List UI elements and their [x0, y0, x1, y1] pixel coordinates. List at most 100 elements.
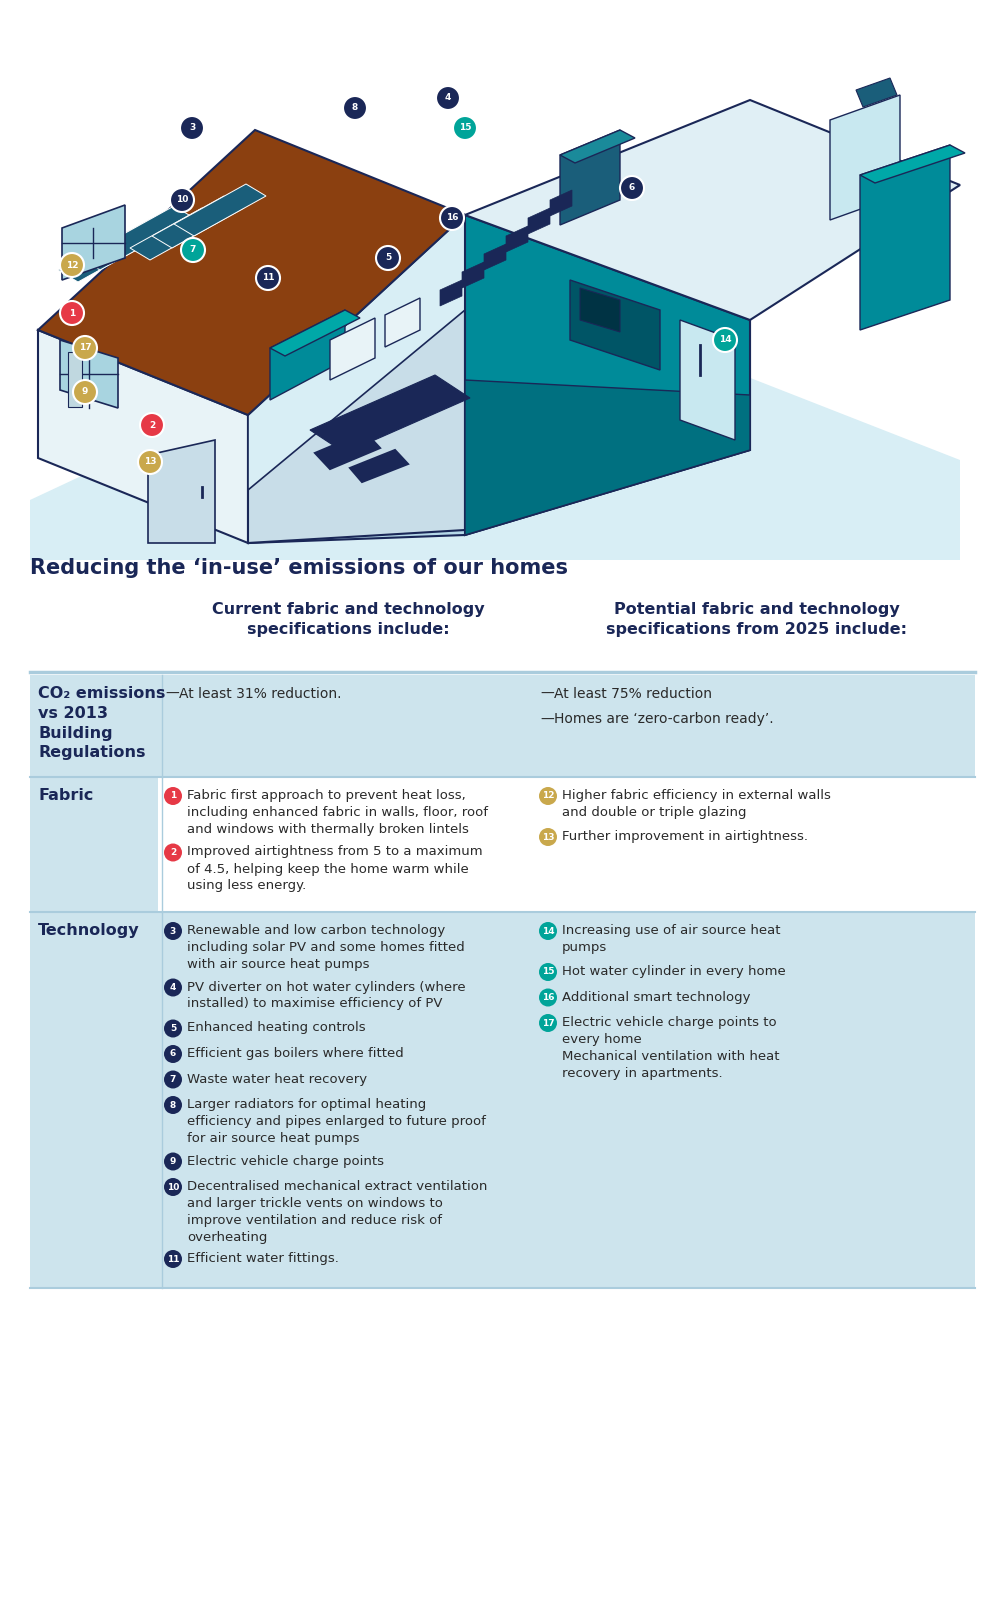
- Text: 4: 4: [170, 982, 176, 992]
- Text: 2: 2: [170, 848, 176, 857]
- Text: 10: 10: [167, 1182, 179, 1192]
- Polygon shape: [860, 145, 950, 331]
- Text: 6: 6: [629, 184, 635, 192]
- Polygon shape: [30, 281, 960, 560]
- Text: —: —: [165, 687, 179, 702]
- Circle shape: [539, 1015, 557, 1032]
- FancyBboxPatch shape: [30, 674, 158, 777]
- Text: Efficient gas boilers where fitted: Efficient gas boilers where fitted: [187, 1047, 404, 1060]
- Text: 15: 15: [459, 124, 471, 132]
- Text: 6: 6: [170, 1050, 176, 1058]
- Text: 17: 17: [79, 344, 91, 353]
- Text: 13: 13: [542, 832, 554, 842]
- Text: 7: 7: [190, 245, 196, 255]
- Text: Enhanced heating controls: Enhanced heating controls: [187, 1021, 366, 1034]
- Text: Increasing use of air source heat
pumps: Increasing use of air source heat pumps: [562, 924, 780, 953]
- Circle shape: [164, 787, 182, 805]
- Circle shape: [164, 1153, 182, 1171]
- Polygon shape: [310, 374, 470, 453]
- Polygon shape: [130, 208, 222, 260]
- Text: Hot water cylinder in every home: Hot water cylinder in every home: [562, 965, 786, 977]
- Circle shape: [164, 844, 182, 861]
- Text: 5: 5: [385, 253, 391, 263]
- Text: Homes are ‘zero-carbon ready’.: Homes are ‘zero-carbon ready’.: [554, 713, 774, 726]
- Circle shape: [713, 327, 737, 352]
- Circle shape: [376, 247, 400, 269]
- Text: 4: 4: [445, 94, 451, 103]
- Polygon shape: [465, 100, 960, 319]
- FancyBboxPatch shape: [30, 911, 975, 1287]
- Text: 1: 1: [170, 792, 176, 800]
- Polygon shape: [680, 319, 735, 440]
- Polygon shape: [58, 231, 150, 282]
- Text: 13: 13: [144, 458, 156, 466]
- Circle shape: [539, 787, 557, 805]
- Text: Technology: Technology: [38, 923, 140, 939]
- Circle shape: [164, 979, 182, 997]
- FancyBboxPatch shape: [30, 777, 975, 911]
- Text: Additional smart technology: Additional smart technology: [562, 990, 750, 1003]
- Polygon shape: [270, 310, 345, 400]
- Polygon shape: [174, 184, 266, 235]
- Circle shape: [164, 923, 182, 940]
- Polygon shape: [62, 205, 125, 281]
- Text: 16: 16: [542, 994, 554, 1002]
- Polygon shape: [270, 310, 360, 356]
- Polygon shape: [350, 450, 408, 482]
- Text: At least 75% reduction: At least 75% reduction: [554, 687, 712, 702]
- Polygon shape: [830, 95, 900, 219]
- Text: Potential fabric and technology
specifications from 2025 include:: Potential fabric and technology specific…: [606, 602, 907, 637]
- Circle shape: [73, 336, 97, 360]
- Text: 2: 2: [149, 421, 155, 429]
- Polygon shape: [248, 215, 465, 544]
- Circle shape: [256, 266, 280, 290]
- Text: Renewable and low carbon technology
including solar PV and some homes fitted
wit: Renewable and low carbon technology incl…: [187, 924, 465, 971]
- Polygon shape: [440, 281, 462, 306]
- Circle shape: [164, 1250, 182, 1268]
- Text: Fabric first approach to prevent heat loss,
including enhanced fabric in walls, : Fabric first approach to prevent heat lo…: [187, 789, 488, 836]
- Text: Decentralised mechanical extract ventilation
and larger trickle vents on windows: Decentralised mechanical extract ventila…: [187, 1181, 487, 1244]
- FancyBboxPatch shape: [30, 674, 975, 777]
- Text: 11: 11: [167, 1255, 179, 1263]
- Polygon shape: [315, 432, 380, 469]
- Polygon shape: [152, 197, 244, 248]
- Circle shape: [164, 1071, 182, 1089]
- Text: Electric vehicle charge points: Electric vehicle charge points: [187, 1155, 384, 1168]
- Polygon shape: [560, 131, 620, 224]
- Text: 3: 3: [189, 124, 195, 132]
- Circle shape: [164, 1019, 182, 1037]
- Circle shape: [60, 302, 84, 324]
- Polygon shape: [38, 131, 465, 415]
- Polygon shape: [248, 215, 750, 544]
- Circle shape: [539, 923, 557, 940]
- Polygon shape: [465, 215, 750, 536]
- Text: 9: 9: [82, 387, 88, 397]
- Circle shape: [440, 206, 464, 231]
- Polygon shape: [248, 215, 465, 490]
- Text: 9: 9: [170, 1157, 176, 1166]
- Text: 14: 14: [542, 926, 554, 936]
- Text: Waste water heat recovery: Waste water heat recovery: [187, 1073, 367, 1086]
- FancyBboxPatch shape: [30, 911, 158, 1287]
- Polygon shape: [462, 261, 484, 289]
- Polygon shape: [528, 208, 550, 234]
- Circle shape: [539, 827, 557, 845]
- Text: CO₂ emissions
vs 2013
Building
Regulations: CO₂ emissions vs 2013 Building Regulatio…: [38, 686, 165, 760]
- Text: 1: 1: [69, 308, 75, 318]
- Text: —: —: [540, 687, 554, 702]
- Circle shape: [539, 989, 557, 1007]
- Text: Improved airtightness from 5 to a maximum
of 4.5, helping keep the home warm whi: Improved airtightness from 5 to a maximu…: [187, 845, 483, 892]
- Polygon shape: [60, 340, 118, 408]
- Text: 8: 8: [170, 1100, 176, 1110]
- Text: 3: 3: [170, 926, 176, 936]
- Polygon shape: [148, 440, 215, 544]
- Circle shape: [181, 239, 205, 261]
- Polygon shape: [38, 331, 248, 544]
- Polygon shape: [465, 381, 750, 536]
- Polygon shape: [560, 131, 635, 163]
- Text: 15: 15: [542, 968, 554, 976]
- Text: PV diverter on hot water cylinders (where
installed) to maximise efficiency of P: PV diverter on hot water cylinders (wher…: [187, 981, 466, 1010]
- FancyBboxPatch shape: [30, 777, 158, 911]
- Polygon shape: [550, 190, 572, 216]
- Text: 12: 12: [66, 261, 78, 269]
